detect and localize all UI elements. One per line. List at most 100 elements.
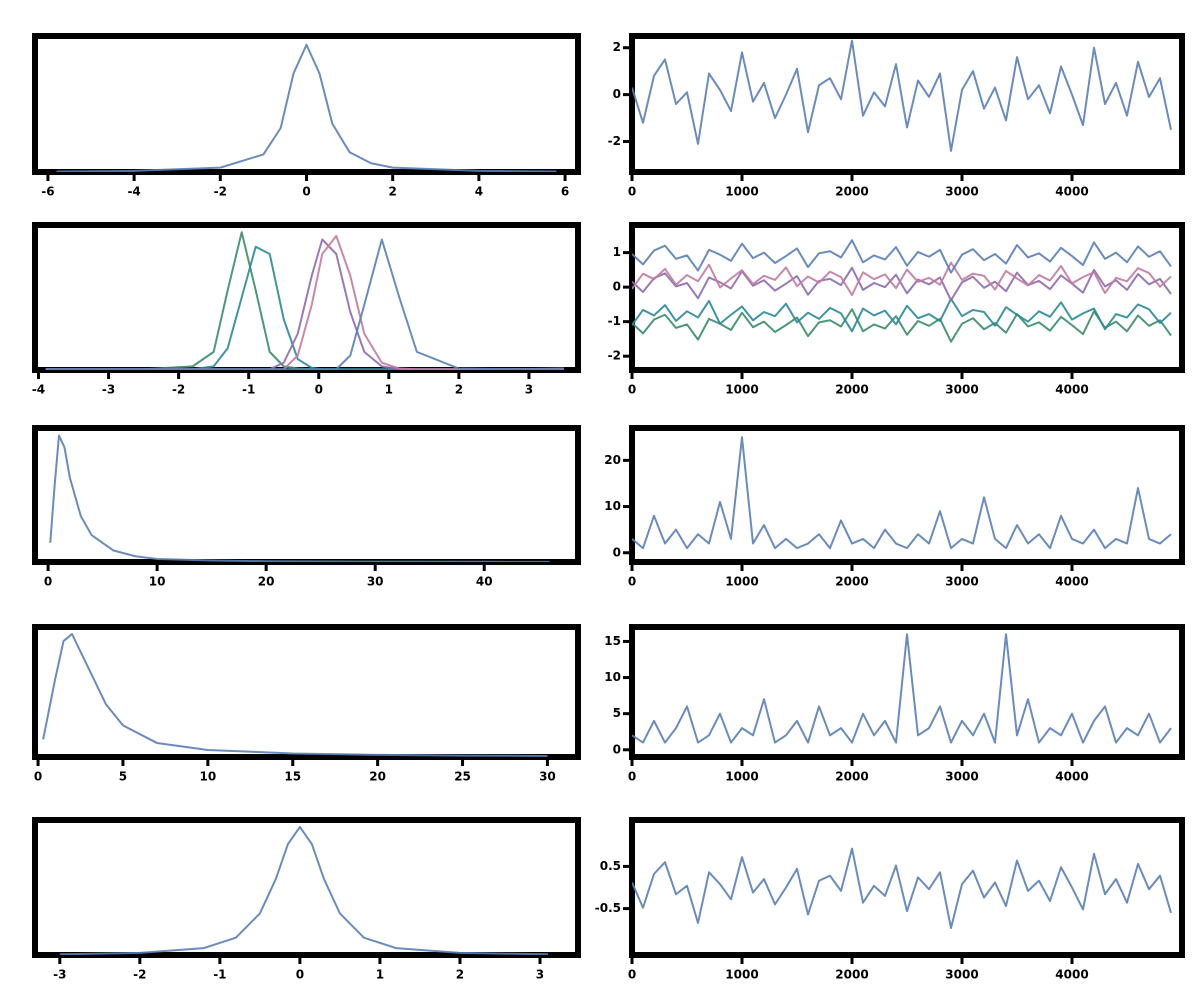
x-tick-label: 2000 <box>835 383 868 397</box>
data-line <box>632 633 1172 744</box>
x-tick-label: 1000 <box>725 383 758 397</box>
x-tick-label: 2000 <box>835 185 868 199</box>
x-tick-label: -4 <box>32 383 45 397</box>
data-line <box>632 308 1172 343</box>
panel-frame <box>629 817 1185 958</box>
y-tick-label: 1 <box>613 245 621 259</box>
x-tick-label: 30 <box>539 770 556 784</box>
y-tick-label: -2 <box>608 134 621 148</box>
data-line <box>49 434 550 562</box>
x-tick-label: 3 <box>536 968 544 982</box>
x-tick-label: -2 <box>172 383 185 397</box>
x-tick-label: -2 <box>133 968 146 982</box>
data-line <box>56 43 557 172</box>
x-tick-label: 4000 <box>1055 383 1088 397</box>
x-tick-label: -4 <box>127 185 140 199</box>
data-line <box>42 633 548 757</box>
x-tick-label: 0 <box>628 185 636 199</box>
x-tick-label: -3 <box>53 968 66 982</box>
x-tick-label: 3000 <box>945 575 978 589</box>
x-tick-label: 2000 <box>835 968 868 982</box>
x-tick-label: 25 <box>454 770 471 784</box>
x-tick-label: 1000 <box>725 575 758 589</box>
x-tick-label: 20 <box>369 770 386 784</box>
x-tick-label: 0 <box>628 770 636 784</box>
x-tick-label: 4000 <box>1055 185 1088 199</box>
y-tick-label: 2 <box>613 40 621 54</box>
x-tick-label: 3000 <box>945 185 978 199</box>
x-tick-label: 0 <box>628 968 636 982</box>
data-line <box>632 436 1172 550</box>
data-line <box>632 847 1172 929</box>
x-tick-label: -1 <box>213 968 226 982</box>
y-tick-label: 10 <box>604 670 621 684</box>
panel-frame <box>629 425 1185 565</box>
x-tick-label: 10 <box>199 770 216 784</box>
x-tick-label: -6 <box>41 185 54 199</box>
x-tick-label: 20 <box>258 575 275 589</box>
x-tick-label: -3 <box>102 383 115 397</box>
data-line <box>45 238 564 370</box>
y-tick-label: 0 <box>613 280 621 294</box>
x-tick-label: 2000 <box>835 575 868 589</box>
x-tick-label: 2 <box>456 968 464 982</box>
x-tick-label: 4000 <box>1055 575 1088 589</box>
x-tick-label: 3 <box>525 383 533 397</box>
data-line <box>632 261 1172 297</box>
x-tick-label: 3000 <box>945 968 978 982</box>
y-tick-label: -2 <box>608 349 621 363</box>
x-tick-label: 1000 <box>725 770 758 784</box>
x-tick-label: 30 <box>367 575 384 589</box>
panel-frame <box>629 222 1185 373</box>
y-tick-label: -0.5 <box>595 901 621 915</box>
y-tick-label: 10 <box>604 499 621 513</box>
data-line <box>59 825 549 955</box>
panel-frame <box>32 33 581 175</box>
data-line <box>632 266 1172 302</box>
data-line <box>632 239 1172 274</box>
panel-frame <box>629 33 1185 175</box>
x-tick-label: 2 <box>455 383 463 397</box>
x-tick-label: 0 <box>296 968 304 982</box>
x-tick-label: 1000 <box>725 185 758 199</box>
x-tick-label: 15 <box>284 770 301 784</box>
x-tick-label: 5 <box>119 770 127 784</box>
x-tick-label: 40 <box>476 575 493 589</box>
x-tick-label: 6 <box>561 185 569 199</box>
x-tick-label: 1 <box>376 968 384 982</box>
x-tick-label: 2 <box>389 185 397 199</box>
y-tick-label: 0 <box>613 87 621 101</box>
y-tick-label: -1 <box>608 314 621 328</box>
x-tick-label: -1 <box>242 383 255 397</box>
x-tick-label: 0 <box>34 770 42 784</box>
x-tick-label: 0 <box>315 383 323 397</box>
x-tick-label: 4000 <box>1055 770 1088 784</box>
x-tick-label: 1 <box>385 383 393 397</box>
y-tick-label: 0.5 <box>600 859 621 873</box>
x-tick-label: 2000 <box>835 770 868 784</box>
x-tick-label: 0 <box>628 575 636 589</box>
x-tick-label: 0 <box>302 185 310 199</box>
panel-frame <box>32 425 581 565</box>
x-tick-label: 10 <box>149 575 166 589</box>
y-tick-label: 5 <box>613 706 621 720</box>
y-tick-label: 15 <box>604 634 621 648</box>
x-tick-label: 3000 <box>945 383 978 397</box>
x-tick-label: 1000 <box>725 968 758 982</box>
panel-frame <box>32 817 581 958</box>
x-tick-label: -2 <box>214 185 227 199</box>
data-line <box>632 39 1172 152</box>
y-tick-label: 0 <box>613 742 621 756</box>
x-tick-label: 3000 <box>945 770 978 784</box>
x-tick-label: 4 <box>475 185 483 199</box>
panel-frame <box>629 624 1185 760</box>
y-tick-label: 0 <box>613 545 621 559</box>
y-tick-label: 20 <box>604 453 621 467</box>
x-tick-label: 0 <box>44 575 52 589</box>
x-tick-label: 0 <box>628 383 636 397</box>
panel-frame <box>32 624 581 760</box>
x-tick-label: 4000 <box>1055 968 1088 982</box>
data-line <box>632 297 1172 333</box>
